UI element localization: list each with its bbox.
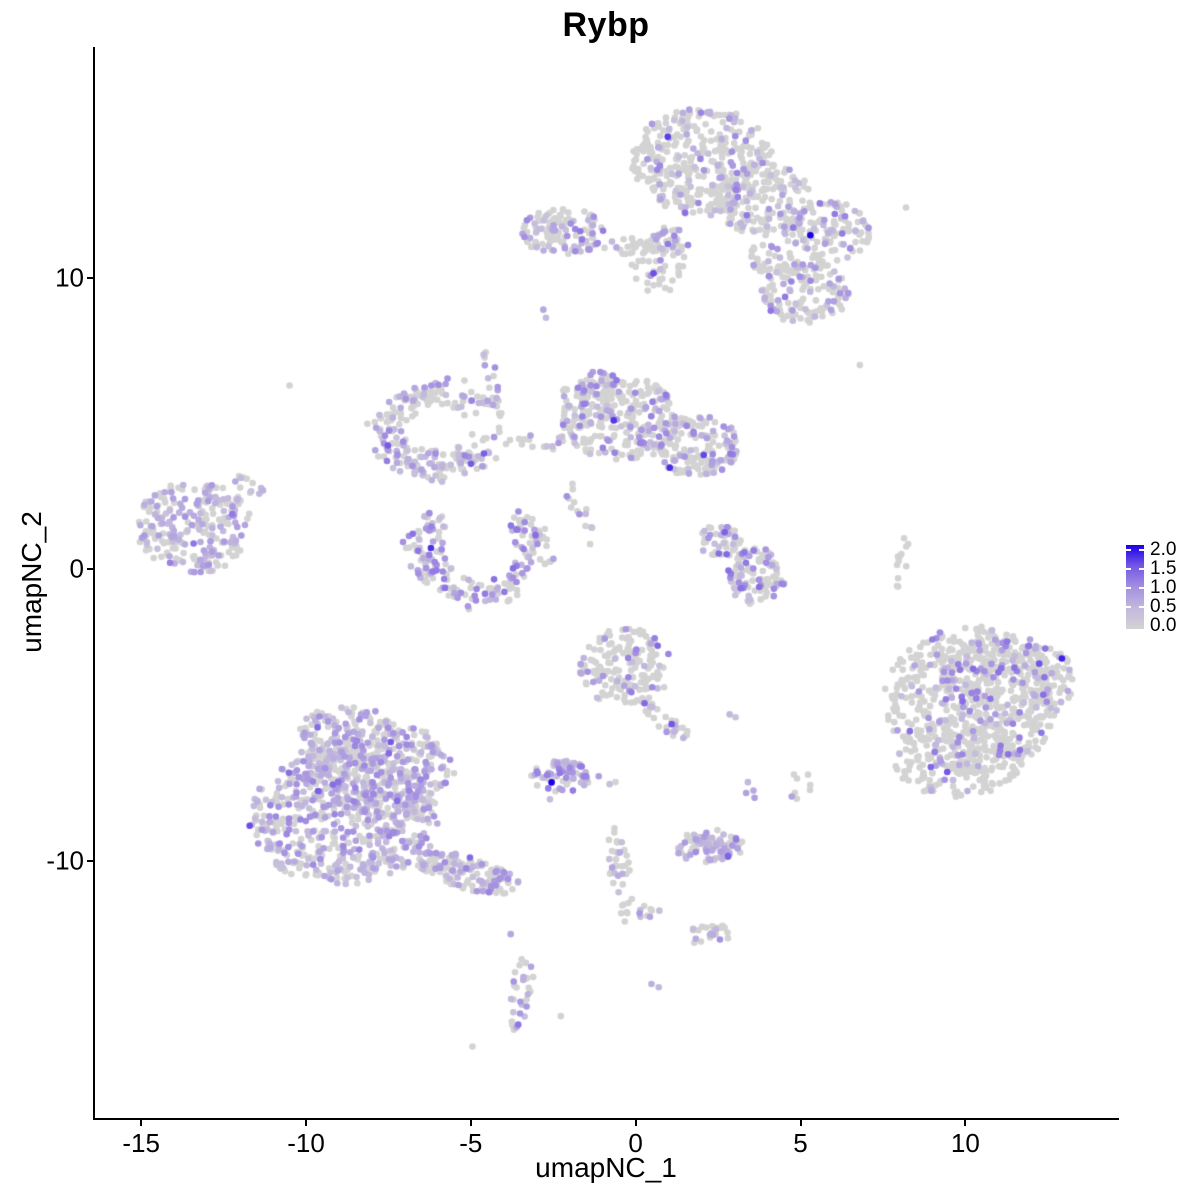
legend-tick-label: 1.5 [1150, 558, 1177, 579]
colorbar-tick-mark [1139, 568, 1144, 570]
x-tick-label: 0 [628, 1128, 643, 1158]
y-axis-line [93, 47, 95, 1120]
legend-tick-label: 2.0 [1150, 539, 1177, 560]
x-axis-line [93, 1118, 1119, 1120]
x-tick-label: 10 [950, 1128, 980, 1158]
y-tick-label: -10 [46, 845, 84, 876]
plot-title: Rybp [562, 6, 650, 44]
x-tick-mark [304, 1118, 307, 1126]
x-tick-mark [799, 1118, 802, 1126]
x-tick-mark [469, 1118, 472, 1126]
umap-scatter-canvas [95, 47, 1117, 1118]
y-tick-label: 0 [69, 553, 84, 584]
colorbar-tick-mark [1139, 587, 1144, 589]
y-tick-mark [87, 568, 95, 571]
colorbar-tick-mark [1126, 587, 1131, 589]
colorbar-gradient [1126, 545, 1144, 629]
x-tick-label: -5 [459, 1128, 483, 1158]
x-tick-label: 5 [793, 1128, 808, 1158]
colorbar-tick-mark [1139, 606, 1144, 608]
y-tick-mark [87, 276, 95, 279]
x-tick-label: -15 [122, 1128, 160, 1158]
colorbar-tick-mark [1126, 549, 1131, 551]
legend-tick-label: 0.0 [1150, 615, 1177, 636]
y-tick-label: 10 [55, 262, 84, 293]
x-tick-mark [634, 1118, 637, 1126]
y-tick-mark [87, 860, 95, 863]
x-tick-label: -10 [287, 1128, 325, 1158]
x-axis-title: umapNC_1 [535, 1152, 677, 1183]
y-axis-title: umapNC_2 [16, 511, 47, 653]
colorbar-tick-mark [1126, 568, 1131, 570]
colorbar-tick-mark [1126, 606, 1131, 608]
legend-tick-label: 0.5 [1150, 596, 1177, 617]
x-tick-mark [964, 1118, 967, 1126]
legend-tick-label: 1.0 [1150, 577, 1177, 598]
x-tick-mark [140, 1118, 143, 1126]
colorbar-tick-mark [1139, 549, 1144, 551]
